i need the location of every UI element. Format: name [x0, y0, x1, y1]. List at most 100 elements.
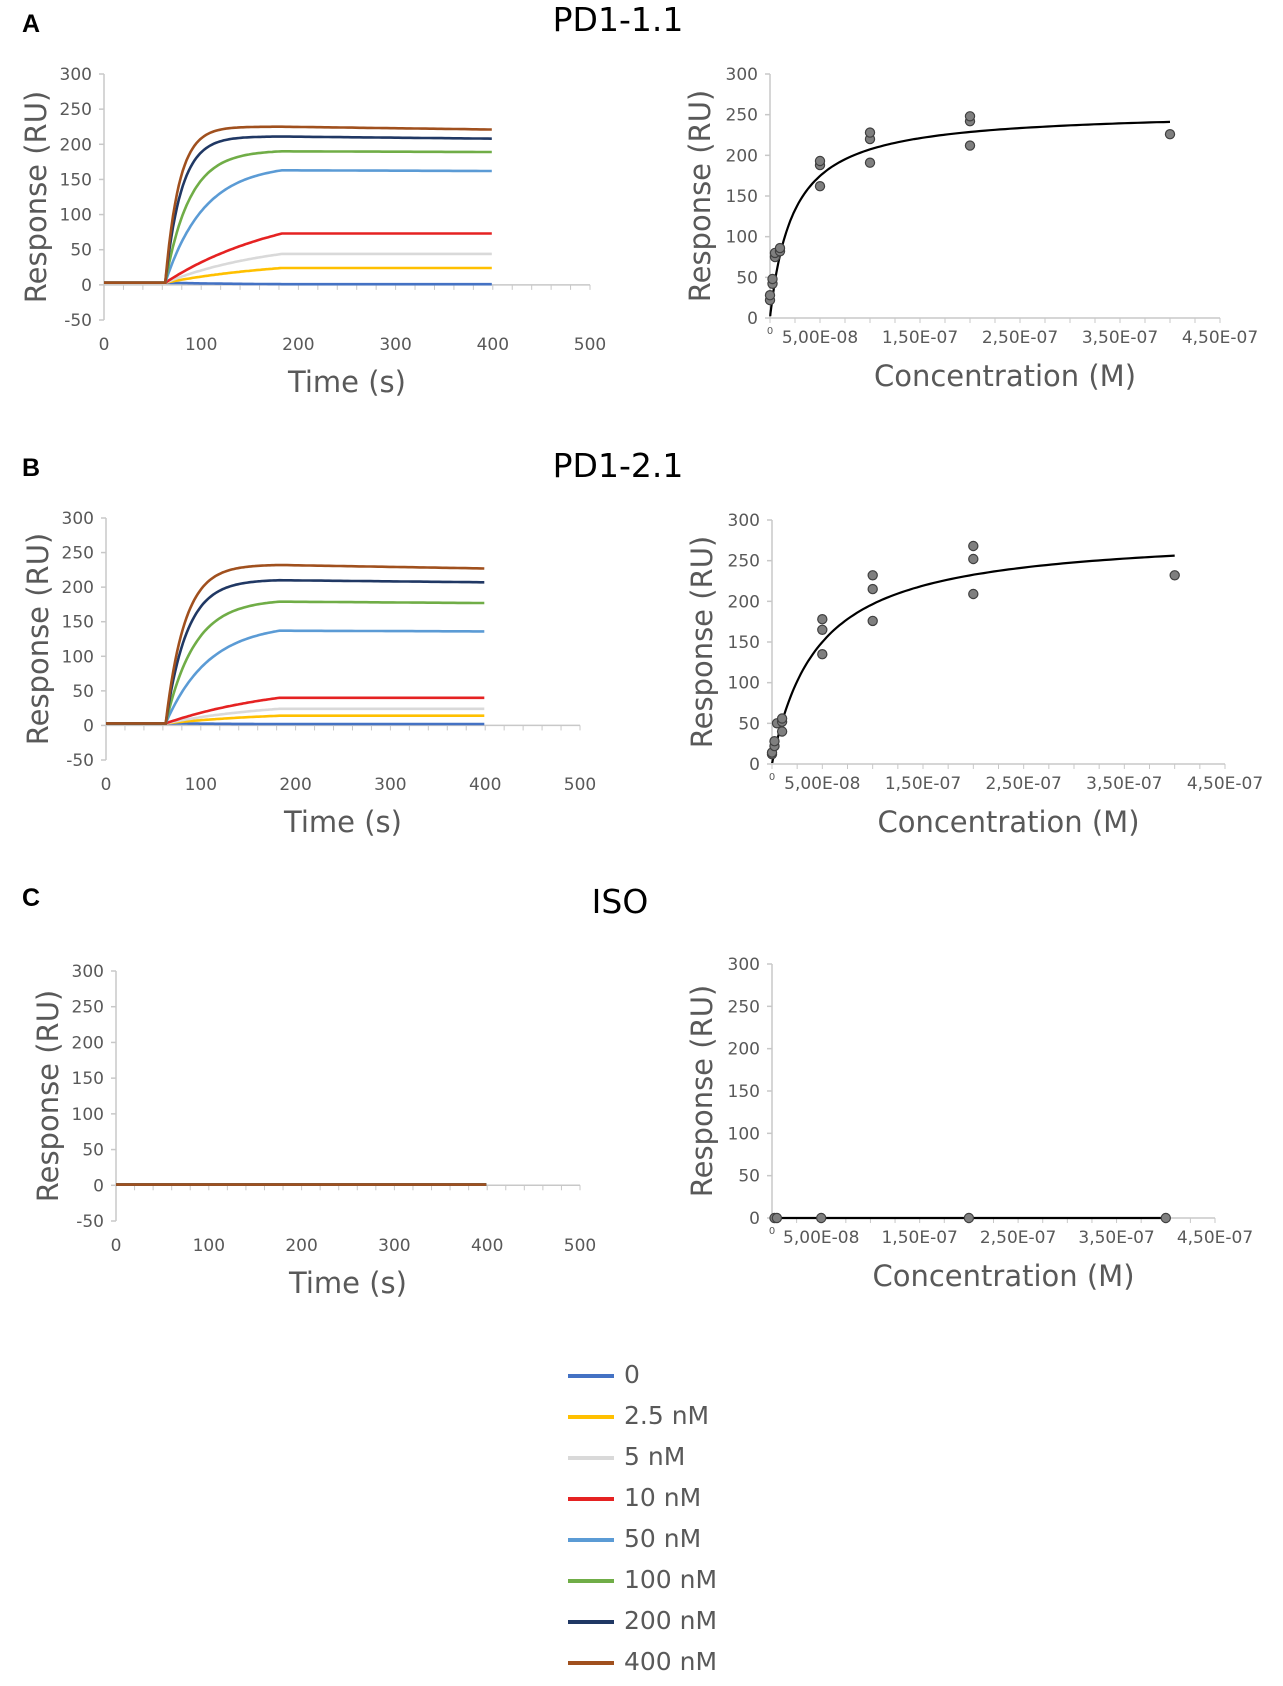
- x-tick-label: 3,50E-07: [1078, 1228, 1154, 1248]
- x-tick-label: 100: [193, 1236, 225, 1256]
- y-tick-label: 150: [728, 633, 760, 653]
- legend-label: 400 nM: [624, 1647, 718, 1676]
- x-tick-label: 500: [564, 775, 596, 795]
- x-axis-title: Time (s): [283, 805, 402, 839]
- data-point: [817, 649, 828, 660]
- y-tick-label: 250: [60, 100, 92, 120]
- panel-letter-a: A: [22, 10, 41, 38]
- x-tick-label: 500: [574, 335, 606, 355]
- x-tick-label: 5,00E-08: [782, 328, 858, 348]
- data-point: [1169, 570, 1180, 581]
- legend-label: 10 nM: [624, 1483, 702, 1512]
- legend-swatch: [568, 1374, 614, 1378]
- legend-item: 2.5 nM: [568, 1401, 768, 1431]
- y-tick-label: 0: [81, 276, 92, 296]
- panel-letter-b: B: [22, 454, 41, 482]
- legend-swatch: [568, 1415, 614, 1419]
- y-tick-label: 100: [72, 1105, 104, 1125]
- x-tick-label: 300: [378, 1236, 410, 1256]
- y-tick-label: 200: [62, 578, 94, 598]
- y-tick-label: 200: [728, 592, 760, 612]
- x-tick-label: 1,50E-07: [882, 328, 958, 348]
- x-tick-label: 3,50E-07: [1086, 774, 1162, 794]
- legend-swatch: [568, 1538, 614, 1542]
- legend-item: 50 nM: [568, 1524, 768, 1554]
- data-point: [968, 553, 979, 565]
- legend-label: 100 nM: [624, 1565, 718, 1594]
- y-tick-label: 250: [62, 544, 94, 564]
- legend-swatch: [568, 1579, 614, 1583]
- y-axis-title: Response (RU): [19, 91, 53, 304]
- data-point: [816, 1212, 827, 1224]
- y-tick-label: -50: [64, 311, 92, 331]
- data-point: [771, 1212, 783, 1224]
- y-tick-label: 100: [726, 228, 758, 248]
- panel-title-c: ISO: [591, 882, 649, 921]
- legend-label: 0: [624, 1360, 640, 1389]
- y-tick-label: 100: [60, 206, 92, 226]
- data-point: [776, 726, 788, 737]
- legend-label: 200 nM: [624, 1606, 718, 1635]
- chart-c-steady-state: 0 50 100 150 200 250 300 0 5,00E-08 1,50E-07 2,50E…: [685, 955, 1253, 1293]
- y-tick-label: -50: [66, 751, 94, 771]
- data-point: [776, 713, 788, 724]
- y-tick-label: 300: [72, 962, 104, 982]
- legend-label: 2.5 nM: [624, 1401, 710, 1430]
- panel-title-a: PD1-1.1: [552, 0, 684, 39]
- y-tick-label: 50: [82, 1141, 104, 1161]
- legend-label: 5 nM: [624, 1442, 686, 1471]
- y-tick-label: 300: [728, 955, 760, 975]
- x-tick-label: 0: [101, 775, 112, 795]
- data-point: [814, 180, 826, 192]
- x-tick-label: 0: [99, 335, 110, 355]
- x-axis-title: Concentration (M): [872, 1259, 1134, 1293]
- y-tick-label: -50: [76, 1212, 104, 1232]
- x-tick-label: 200: [285, 1236, 317, 1256]
- x-tick-label: 1,50E-07: [885, 774, 961, 794]
- series-line-10-nM: [104, 232, 492, 284]
- x-tick-label: 200: [282, 335, 314, 355]
- legend-swatch: [568, 1497, 614, 1501]
- data-point: [817, 614, 828, 625]
- x-tick-label: 5,00E-08: [783, 1228, 859, 1248]
- x-tick-label: 4,50E-07: [1182, 328, 1258, 348]
- chart-a-steady-state: 0 50 100 150 200 250 300 0 5,00E-08 1,50E-07 2,50E…: [683, 65, 1258, 393]
- y-tick-label: 300: [728, 511, 760, 531]
- x-tick-label: 0: [111, 1236, 122, 1256]
- y-tick-label: 200: [726, 146, 758, 166]
- x-tick-label: 300: [379, 335, 411, 355]
- y-tick-label: 0: [749, 1209, 760, 1229]
- data-point: [774, 242, 786, 254]
- y-tick-label: 0: [749, 755, 760, 775]
- y-tick-label: 150: [62, 613, 94, 633]
- series-line-400-nM: [106, 563, 485, 725]
- y-axis-title: Response (RU): [685, 536, 719, 749]
- data-point: [817, 624, 828, 636]
- data-point: [968, 540, 979, 552]
- y-tick-label: 150: [728, 1082, 760, 1102]
- y-tick-label: 50: [72, 682, 94, 702]
- y-tick-label: 250: [728, 997, 760, 1017]
- y-tick-label: 200: [60, 135, 92, 155]
- legend-swatch: [568, 1661, 614, 1665]
- data-point: [769, 736, 780, 747]
- legend-item: 10 nM: [568, 1483, 768, 1513]
- data-point: [867, 583, 878, 595]
- x-tick-label: 100: [185, 775, 217, 795]
- y-tick-label: 150: [60, 170, 92, 190]
- legend-swatch: [568, 1620, 614, 1624]
- data-point: [764, 290, 776, 301]
- y-tick-label: 250: [728, 552, 760, 572]
- y-axis-title: Response (RU): [31, 990, 65, 1203]
- y-tick-label: 0: [93, 1176, 104, 1196]
- y-tick-label: 150: [726, 187, 758, 207]
- panel-title-b: PD1-2.1: [552, 446, 684, 485]
- x-tick-label: 100: [185, 335, 217, 355]
- y-tick-label: 250: [726, 106, 758, 126]
- chart-c-sensorgram: -50 0 50 100 150 200 250 300 0 100 200 300 400 500 Tim…: [31, 962, 596, 1300]
- x-tick-label: 500: [564, 1236, 596, 1256]
- x-tick-label: 4,50E-07: [1177, 1228, 1253, 1248]
- y-tick-label: 250: [72, 998, 104, 1018]
- series-line-400-nM: [104, 125, 492, 284]
- data-point: [1164, 128, 1176, 140]
